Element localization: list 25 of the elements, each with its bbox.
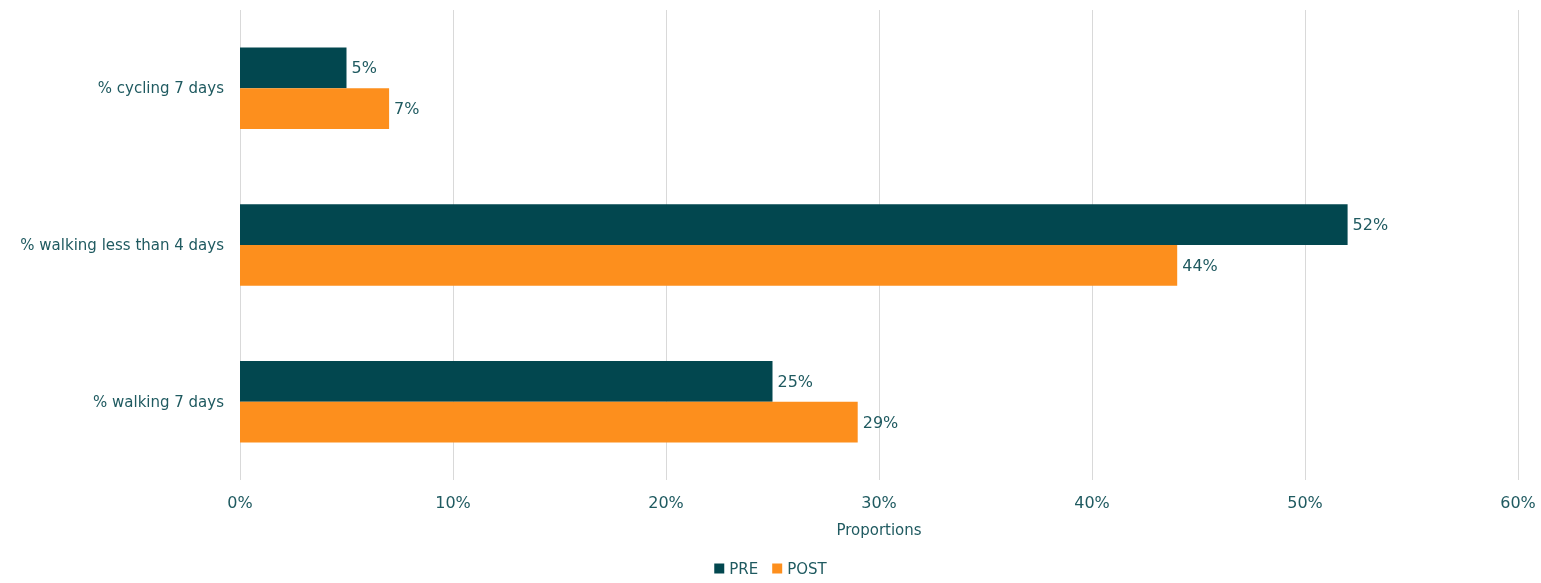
x-tick-label: 60% <box>1500 492 1536 512</box>
x-tick-label: 30% <box>861 492 897 512</box>
x-tick-label: 10% <box>435 492 471 512</box>
bar <box>240 47 347 89</box>
bar <box>240 401 858 443</box>
data-label: 29% <box>862 412 899 432</box>
legend-label: POST <box>787 559 828 578</box>
data-label: 7% <box>394 99 420 119</box>
bar <box>240 88 390 130</box>
data-label: 52% <box>1352 215 1389 235</box>
legend-label: PRE <box>729 559 759 578</box>
x-tick-label: 0% <box>227 492 253 512</box>
y-tick-label: % walking 7 days <box>92 392 225 411</box>
bar <box>240 360 773 402</box>
y-tick-label: % cycling 7 days <box>97 79 225 98</box>
data-label: 5% <box>351 58 377 78</box>
x-tick-label: 50% <box>1287 492 1323 512</box>
bar <box>240 245 1178 286</box>
x-tick-label: 40% <box>1074 492 1110 512</box>
bar <box>240 204 1348 245</box>
x-axis-title: Proportions <box>836 520 922 539</box>
data-label: 44% <box>1182 255 1218 275</box>
data-label: 25% <box>777 371 814 391</box>
y-tick-label: % walking less than 4 days <box>20 236 225 254</box>
x-tick-label: 20% <box>648 492 684 512</box>
